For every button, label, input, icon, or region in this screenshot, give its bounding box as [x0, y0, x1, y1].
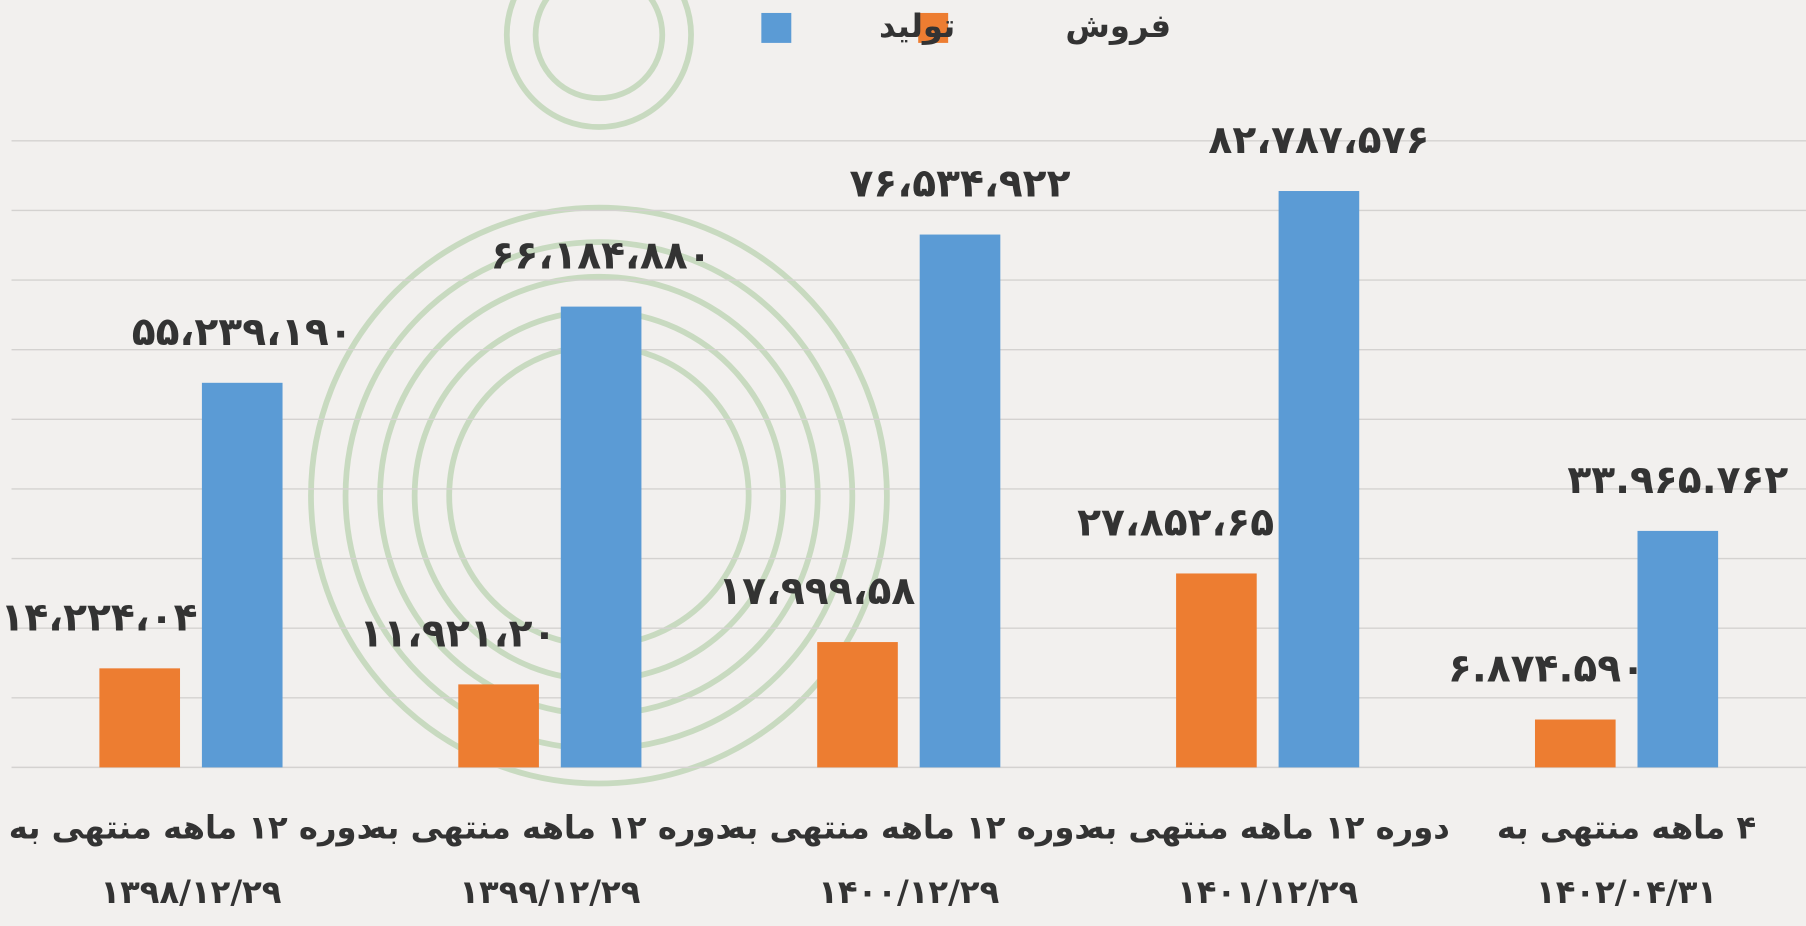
x-tick-label: ۱۴۰۰/۱۲/۲۹ [818, 873, 999, 911]
legend-swatch [761, 12, 792, 43]
bar [458, 684, 539, 768]
data-label: ۱۱،۹۲۱،۲۰۰ [359, 612, 580, 657]
x-tick-label: دوره ۱۲ ماهه منتهی به [9, 809, 373, 847]
data-label: ۱۷،۹۹۹،۵۸۰ [718, 569, 939, 614]
data-label: ۸۲،۷۸۷،۵۷۶ [1208, 118, 1429, 163]
x-tick-label: دوره ۱۲ ماهه منتهی به [727, 809, 1091, 847]
x-tick-label: دوره ۱۲ ماهه منتهی به [1085, 809, 1449, 847]
x-tick-label: ۱۳۹۸/۱۲/۲۹ [100, 873, 281, 911]
legend-label: فروش [1065, 7, 1171, 45]
bar [919, 234, 1001, 768]
bar [1534, 719, 1616, 768]
bar [1176, 573, 1257, 768]
data-label: ۳۳.۹۶۵.۷۶۲ [1567, 458, 1788, 503]
bar [817, 642, 898, 768]
x-tick-label: ۱۴۰۲/۰۴/۳۱ [1536, 873, 1717, 911]
data-label: ۶۶،۱۸۴،۸۸۰ [491, 234, 712, 279]
bar [99, 668, 181, 768]
x-tick-label: دوره ۱۲ ماهه منتهی به [368, 809, 732, 847]
data-label: ۲۷،۸۵۲،۶۵۰ [1077, 501, 1298, 546]
bar [560, 306, 642, 768]
x-tick-label: ۱۳۹۹/۱۲/۲۹ [459, 873, 640, 911]
x-tick-label: ۱۴۰۱/۱۲/۲۹ [1177, 873, 1358, 911]
bar [1637, 530, 1719, 768]
legend-label: تولید [879, 7, 955, 45]
legend-swatch [918, 12, 949, 43]
bar [201, 382, 283, 768]
data-label: ۵۵،۲۳۹،۱۹۰ [132, 310, 353, 355]
data-label: ۱۴،۲۲۴،۰۴۰ [0, 595, 221, 640]
data-label: ۷۶،۵۳۴،۹۲۲ [850, 162, 1071, 207]
x-tick-label: ۴ ماهه منتهی به [1497, 809, 1756, 847]
data-label: ۶.۸۷۴.۵۹۰ [1448, 647, 1645, 692]
bar [1278, 191, 1360, 768]
